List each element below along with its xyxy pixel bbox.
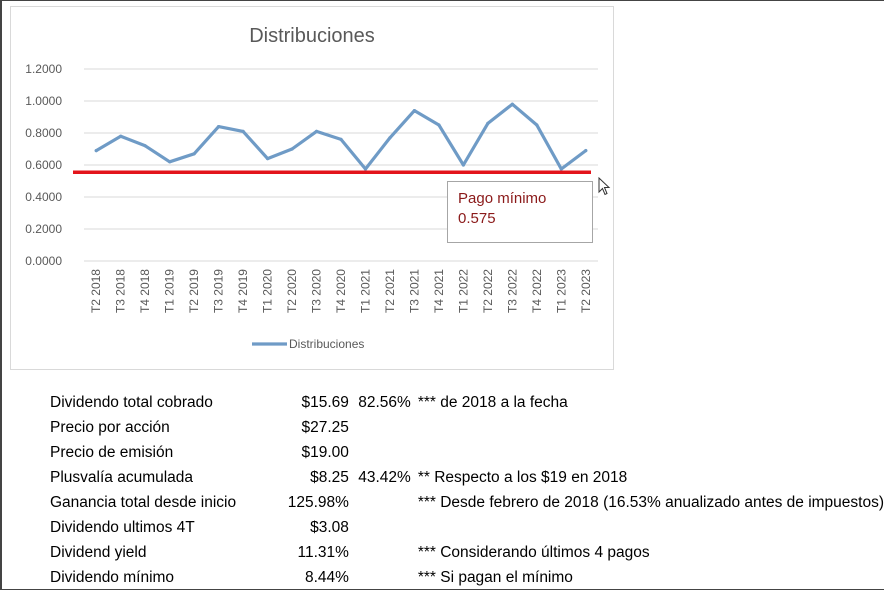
summary-note: *** Si pagan el mínimo xyxy=(417,568,573,586)
summary-percent: 43.42% xyxy=(358,468,411,486)
data-point xyxy=(314,129,319,133)
summary-label: Ganancia total desde inicio xyxy=(50,493,237,511)
summary-percent xyxy=(349,415,411,440)
callout-label: Pago mínimo xyxy=(458,190,547,207)
summary-row: Precio de emisión $19.00 xyxy=(46,440,884,465)
x-tick-label: T2 2019 xyxy=(187,269,201,313)
summary-row: Ganancia total desde inicio 125.98% *** De… xyxy=(46,490,884,515)
data-point xyxy=(412,109,417,113)
data-point xyxy=(388,136,392,140)
data-point xyxy=(290,147,294,151)
data-point xyxy=(265,157,270,161)
summary-label: Precio de emisión xyxy=(50,443,174,461)
data-point xyxy=(143,144,147,148)
summary-percent xyxy=(349,490,411,515)
summary-value: $8.25 xyxy=(310,468,349,486)
y-tick-label: 1.2000 xyxy=(25,62,62,76)
data-point xyxy=(339,137,343,141)
x-tick-label: T4 2020 xyxy=(334,269,348,313)
legend-label: Distribuciones xyxy=(289,337,364,351)
x-tick-label: T4 2019 xyxy=(236,269,250,313)
x-tick-label: T3 2022 xyxy=(505,269,519,313)
data-point xyxy=(559,167,563,171)
summary-percent xyxy=(349,540,411,565)
series-line-distribuciones xyxy=(94,102,588,171)
summary-percent: 82.56% xyxy=(358,393,411,411)
summary-label: Dividendo ultimos 4T xyxy=(50,518,195,536)
summary-row: Precio por acción $27.25 xyxy=(46,415,884,440)
data-point xyxy=(510,102,514,106)
summary-label: Precio por acción xyxy=(50,418,170,436)
x-tick-label: T3 2021 xyxy=(407,269,421,313)
x-tick-label: T2 2021 xyxy=(383,269,397,313)
x-tick-label: T1 2019 xyxy=(163,269,177,313)
data-point xyxy=(363,167,368,171)
summary-row: Dividendo mínimo 8.44% *** Si pagan el mín… xyxy=(46,565,884,590)
summary-label: Dividendo mínimo xyxy=(50,568,175,586)
summary-label: Dividend yield xyxy=(50,543,147,561)
summary-note: *** Desde febrero de 2018 (16.53% anuali… xyxy=(417,493,884,511)
y-tick-label: 0.8000 xyxy=(25,126,62,140)
data-point xyxy=(486,121,490,125)
summary-value: 8.44% xyxy=(304,568,349,586)
summary-note xyxy=(411,515,884,540)
minimum-payment-callout: Pago mínimo 0.575 xyxy=(447,181,593,243)
summary-note xyxy=(411,415,884,440)
x-tick-label: T3 2019 xyxy=(212,269,226,313)
summary-note: *** de 2018 a la fecha xyxy=(417,393,568,411)
summary-value: 125.98% xyxy=(287,493,349,511)
data-point xyxy=(241,129,245,133)
summary-row: Dividendo total cobrado $15.69 82.56% *** d… xyxy=(46,390,884,415)
summary-percent xyxy=(349,565,411,590)
summary-note: *** Considerando últimos 4 pagos xyxy=(417,543,650,561)
summary-value: $3.08 xyxy=(310,518,349,536)
summary-label: Dividendo total cobrado xyxy=(50,393,213,411)
x-tick-label: T4 2021 xyxy=(432,269,446,313)
x-tick-label: T1 2023 xyxy=(554,269,568,313)
x-tick-label: T4 2018 xyxy=(138,269,152,313)
data-point xyxy=(168,160,172,164)
x-tick-label: T3 2020 xyxy=(310,269,324,313)
x-tick-label: T1 2021 xyxy=(358,269,372,313)
data-point xyxy=(584,149,588,153)
data-point xyxy=(217,125,221,129)
x-tick-label: T2 2022 xyxy=(481,269,495,313)
x-tick-label: T1 2022 xyxy=(456,269,470,313)
x-tick-label: T3 2018 xyxy=(114,269,128,313)
data-point xyxy=(119,134,123,138)
y-tick-label: 0.6000 xyxy=(25,158,62,172)
data-point xyxy=(535,123,539,127)
summary-value: $27.25 xyxy=(301,418,349,436)
callout-value: 0.575 xyxy=(458,210,496,227)
summary-note xyxy=(411,440,884,465)
y-tick-label: 1.0000 xyxy=(25,94,62,108)
data-point xyxy=(192,152,196,156)
summary-value: $15.69 xyxy=(301,393,349,411)
summary-row: Dividendo ultimos 4T $3.08 xyxy=(46,515,884,540)
data-point xyxy=(461,163,465,167)
summary-percent xyxy=(349,440,411,465)
y-tick-label: 0.2000 xyxy=(25,222,62,236)
x-tick-label: T1 2020 xyxy=(261,269,275,313)
x-tick-label: T2 2018 xyxy=(89,269,103,313)
summary-value: 11.31% xyxy=(297,543,349,561)
chart-title: Distribuciones xyxy=(249,25,375,47)
summary-percent xyxy=(349,515,411,540)
distribuciones-chart: Distribuciones 1.2000 1.0000 0.8000 0.6000 0.… xyxy=(25,25,598,351)
summary-table: Dividendo total cobrado $15.69 82.56% *** d… xyxy=(46,390,884,590)
summary-row: Dividend yield 11.31% *** Considerando últ… xyxy=(46,540,884,565)
x-tick-label: T2 2020 xyxy=(285,269,299,313)
mouse-pointer-icon xyxy=(598,177,611,196)
summary-row: Plusvalía acumulada $8.25 43.42% ** Respect… xyxy=(46,465,884,490)
data-point xyxy=(94,149,98,153)
y-tick-label: 0.0000 xyxy=(25,254,62,268)
x-tick-label: T2 2023 xyxy=(579,269,593,313)
summary-value: $19.00 xyxy=(301,443,349,461)
y-tick-label: 0.4000 xyxy=(25,190,62,204)
x-tick-label: T4 2022 xyxy=(530,269,544,313)
data-point xyxy=(437,123,441,127)
summary-label: Plusvalía acumulada xyxy=(50,468,194,486)
summary-note: ** Respecto a los $19 en 2018 xyxy=(417,468,628,486)
